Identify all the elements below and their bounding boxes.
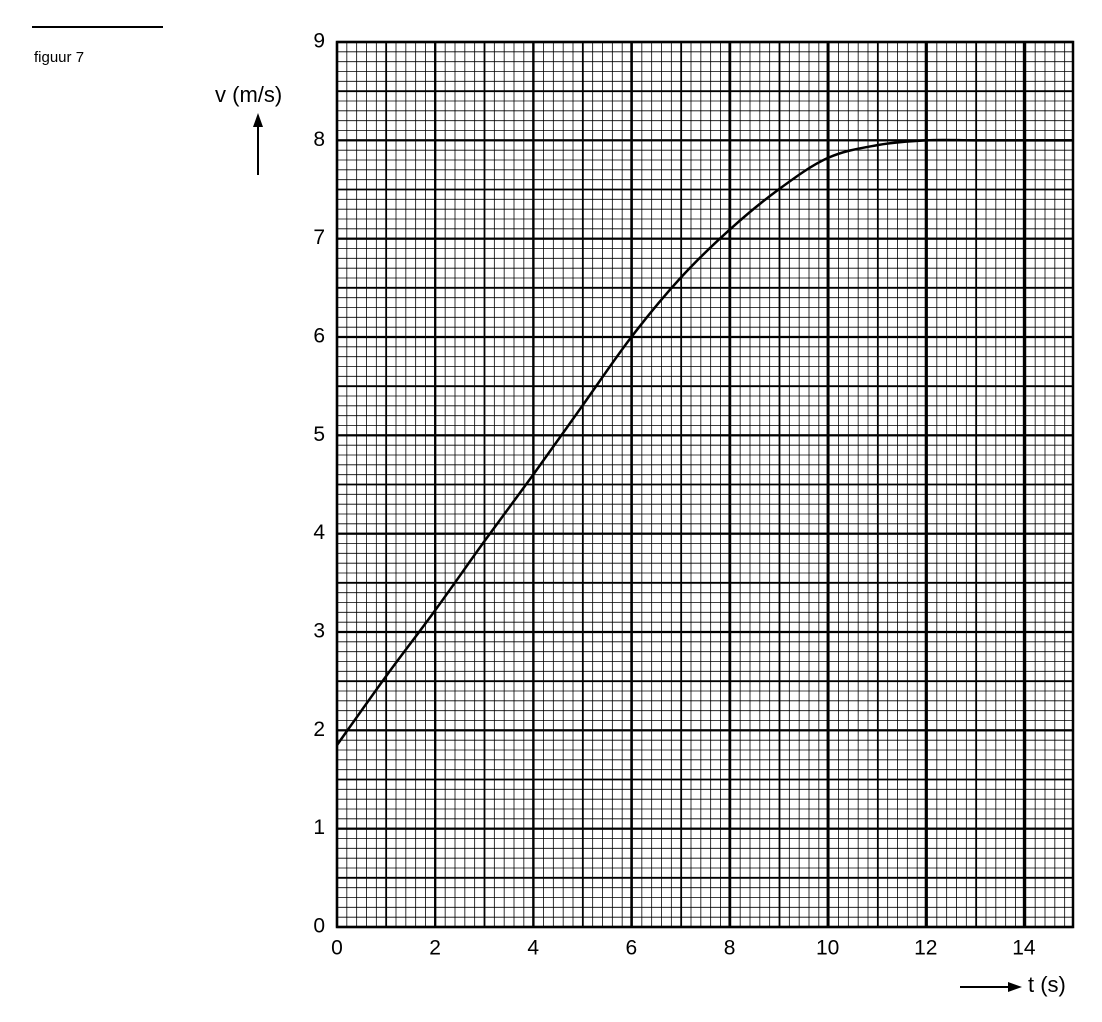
plot-frame (335, 40, 1075, 929)
x-tick-label: 12 (914, 937, 937, 960)
y-tick-label: 4 (313, 521, 325, 544)
y-tick-label: 2 (313, 718, 325, 741)
y-arrow-head (253, 113, 263, 127)
graph-paper (336, 41, 1073, 928)
x-arrow-head (1008, 982, 1022, 992)
y-tick-label: 5 (313, 423, 325, 446)
y-tick-label: 0 (313, 915, 325, 938)
x-tick-label: 6 (626, 937, 638, 960)
y-axis-label: v (m/s) (215, 82, 282, 107)
y-tick-label: 7 (313, 226, 325, 249)
y-tick-label: 1 (313, 816, 325, 839)
y-tick-label: 6 (313, 325, 325, 348)
y-tick-label: 9 (313, 30, 325, 53)
x-tick-label: 14 (1012, 937, 1036, 960)
x-tick-label: 10 (816, 937, 839, 960)
x-tick-label: 0 (331, 937, 343, 960)
x-axis-label: t (s) (1028, 972, 1066, 997)
x-tick-label: 4 (527, 937, 539, 960)
x-tick-label: 2 (429, 937, 441, 960)
caption: figuur 7 (34, 49, 84, 66)
y-tick-label: 8 (313, 128, 325, 151)
y-tick-label: 3 (313, 620, 325, 643)
data-line (335, 138, 1073, 746)
x-tick-label: 8 (724, 937, 736, 960)
